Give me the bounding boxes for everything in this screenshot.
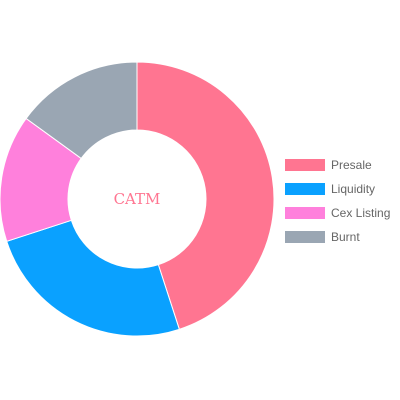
slice-liquidity[interactable]	[6, 219, 180, 337]
legend-item-liquidity[interactable]: Liquidity	[285, 182, 375, 196]
chart-legend: Presale Liquidity Cex Listing Burnt	[285, 158, 390, 244]
legend-item-presale[interactable]: Presale	[285, 158, 372, 172]
legend-item-cex-listing[interactable]: Cex Listing	[285, 206, 390, 220]
slice-presale[interactable]	[136, 61, 275, 330]
slice-burnt[interactable]	[25, 61, 138, 160]
legend-label: Burnt	[331, 230, 360, 244]
chart-slices	[0, 61, 275, 337]
legend-label: Cex Listing	[331, 206, 390, 220]
legend-item-burnt[interactable]: Burnt	[285, 230, 360, 244]
legend-swatch	[285, 183, 325, 195]
legend-swatch	[285, 207, 325, 219]
center-label: CATM	[114, 190, 161, 208]
legend-swatch	[285, 159, 325, 171]
legend-label: Presale	[331, 158, 372, 172]
legend-swatch	[285, 231, 325, 243]
legend-label: Liquidity	[331, 182, 375, 196]
